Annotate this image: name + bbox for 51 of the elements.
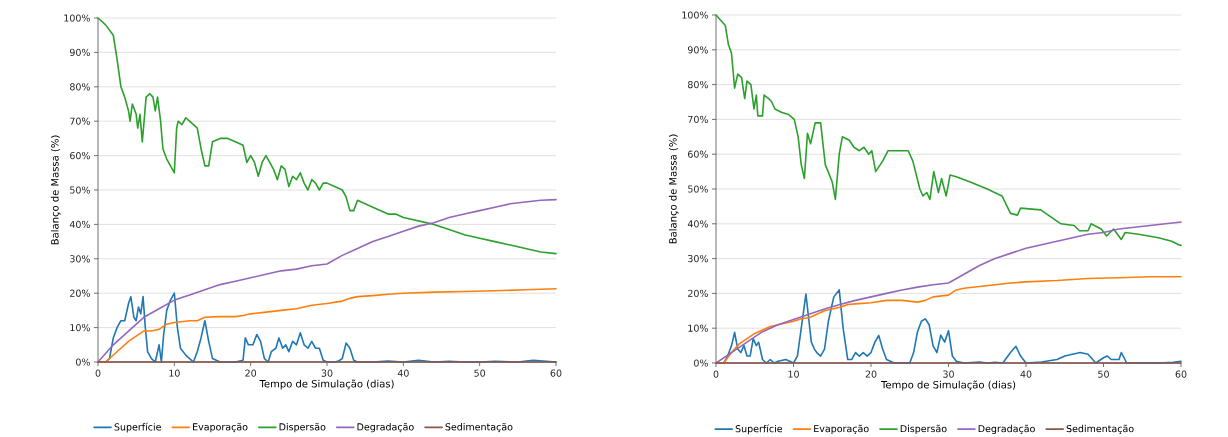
x-axis-title: Tempo de Simulação (dias) — [259, 379, 394, 390]
legend-label: Evaporação — [193, 422, 248, 433]
y-axis-title: Balanço de Massa (%) — [50, 135, 61, 245]
x-tick-label: 30 — [943, 370, 954, 378]
y-tick-label: 90% — [69, 48, 90, 56]
y-tick-label: 60% — [70, 152, 90, 160]
x-tick-label: 30 — [321, 369, 333, 377]
y-tick-label: 80% — [70, 83, 90, 91]
legend-label: Dispersão — [900, 424, 947, 435]
legend-label: Superfície — [735, 424, 783, 435]
y-tick-label: 20% — [688, 289, 708, 297]
y-tick-label: 90% — [687, 46, 708, 54]
y-tick-label: 80% — [688, 81, 708, 89]
legend-label: Evaporação — [814, 424, 869, 435]
y-tick-label: 40% — [69, 220, 90, 228]
y-axis-title: Balanço de Massa (%) — [668, 134, 679, 244]
y-tick-label: 50% — [70, 186, 90, 194]
x-tick-label: 60 — [550, 369, 562, 377]
y-tick-label: 30% — [688, 255, 708, 263]
legend-label: Degradação — [357, 422, 414, 433]
y-tick-label: 70% — [70, 117, 90, 125]
x-tick-label: 60 — [1175, 370, 1187, 378]
x-tick-label: 40 — [397, 369, 409, 377]
x-tick-label: 20 — [245, 369, 257, 377]
x-tick-label: 20 — [865, 370, 877, 378]
legend-label: Superfície — [114, 422, 161, 433]
line-series — [715, 14, 1182, 247]
y-tick-label: 10% — [70, 324, 90, 332]
y-tick-label: 40% — [687, 220, 708, 228]
y-tick-label: 30% — [70, 255, 90, 263]
x-tick-label: 50 — [474, 369, 486, 377]
legend-label: Sedimentação — [1066, 424, 1134, 434]
x-tick-label: 50 — [1098, 370, 1109, 378]
legend-label: Sedimentação — [445, 422, 513, 433]
x-tick-label: 0 — [713, 370, 719, 378]
y-tick-label: 20% — [70, 289, 90, 297]
legend-label: Dispersão — [279, 422, 326, 433]
y-tick-label: 60% — [688, 150, 708, 158]
x-axis-title: Tempo de Simulação (dias) — [881, 380, 1016, 391]
legend-label: Degradação — [978, 424, 1035, 435]
x-tick-label: 40 — [1020, 370, 1032, 378]
y-tick-label: 100% — [64, 14, 90, 22]
y-tick-label: 0% — [76, 358, 90, 366]
x-tick-label: 10 — [169, 369, 180, 377]
y-tick-label: 50% — [688, 185, 708, 193]
y-tick-label: 10% — [688, 324, 708, 332]
x-tick-label: 0 — [95, 369, 101, 377]
y-tick-label: 100% — [682, 11, 708, 19]
y-tick-label: 70% — [688, 115, 708, 123]
x-tick-label: 10 — [788, 370, 799, 378]
y-tick-label: 0% — [694, 359, 708, 367]
